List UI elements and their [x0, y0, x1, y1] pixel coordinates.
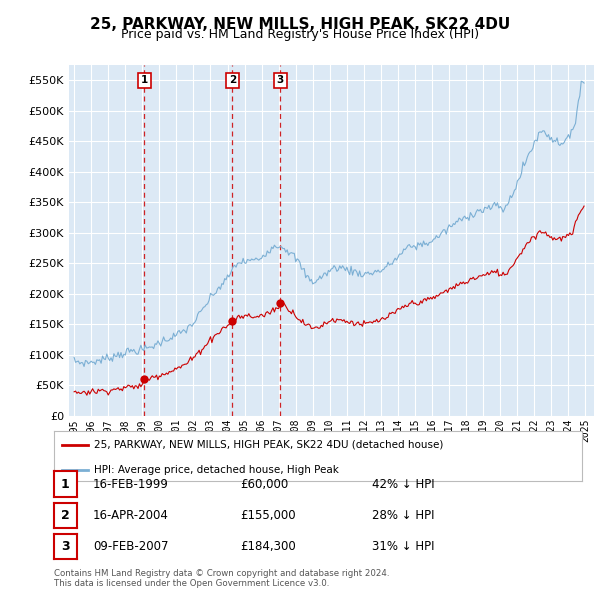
Text: 2: 2: [229, 76, 236, 86]
Text: 31% ↓ HPI: 31% ↓ HPI: [372, 540, 434, 553]
Text: 16-APR-2004: 16-APR-2004: [93, 509, 169, 522]
Text: Price paid vs. HM Land Registry's House Price Index (HPI): Price paid vs. HM Land Registry's House …: [121, 28, 479, 41]
Text: HPI: Average price, detached house, High Peak: HPI: Average price, detached house, High…: [94, 465, 338, 475]
Text: 42% ↓ HPI: 42% ↓ HPI: [372, 477, 434, 491]
Text: 25, PARKWAY, NEW MILLS, HIGH PEAK, SK22 4DU (detached house): 25, PARKWAY, NEW MILLS, HIGH PEAK, SK22 …: [94, 440, 443, 450]
Text: 28% ↓ HPI: 28% ↓ HPI: [372, 509, 434, 522]
Text: 3: 3: [61, 540, 70, 553]
Text: 09-FEB-2007: 09-FEB-2007: [93, 540, 169, 553]
Text: 2: 2: [61, 509, 70, 522]
Text: 1: 1: [141, 76, 148, 86]
Text: 25, PARKWAY, NEW MILLS, HIGH PEAK, SK22 4DU: 25, PARKWAY, NEW MILLS, HIGH PEAK, SK22 …: [90, 17, 510, 31]
Text: Contains HM Land Registry data © Crown copyright and database right 2024.
This d: Contains HM Land Registry data © Crown c…: [54, 569, 389, 588]
Text: £155,000: £155,000: [240, 509, 296, 522]
Text: 1: 1: [61, 477, 70, 491]
Text: £184,300: £184,300: [240, 540, 296, 553]
Text: 3: 3: [277, 76, 284, 86]
Text: 16-FEB-1999: 16-FEB-1999: [93, 477, 169, 491]
Text: £60,000: £60,000: [240, 477, 288, 491]
